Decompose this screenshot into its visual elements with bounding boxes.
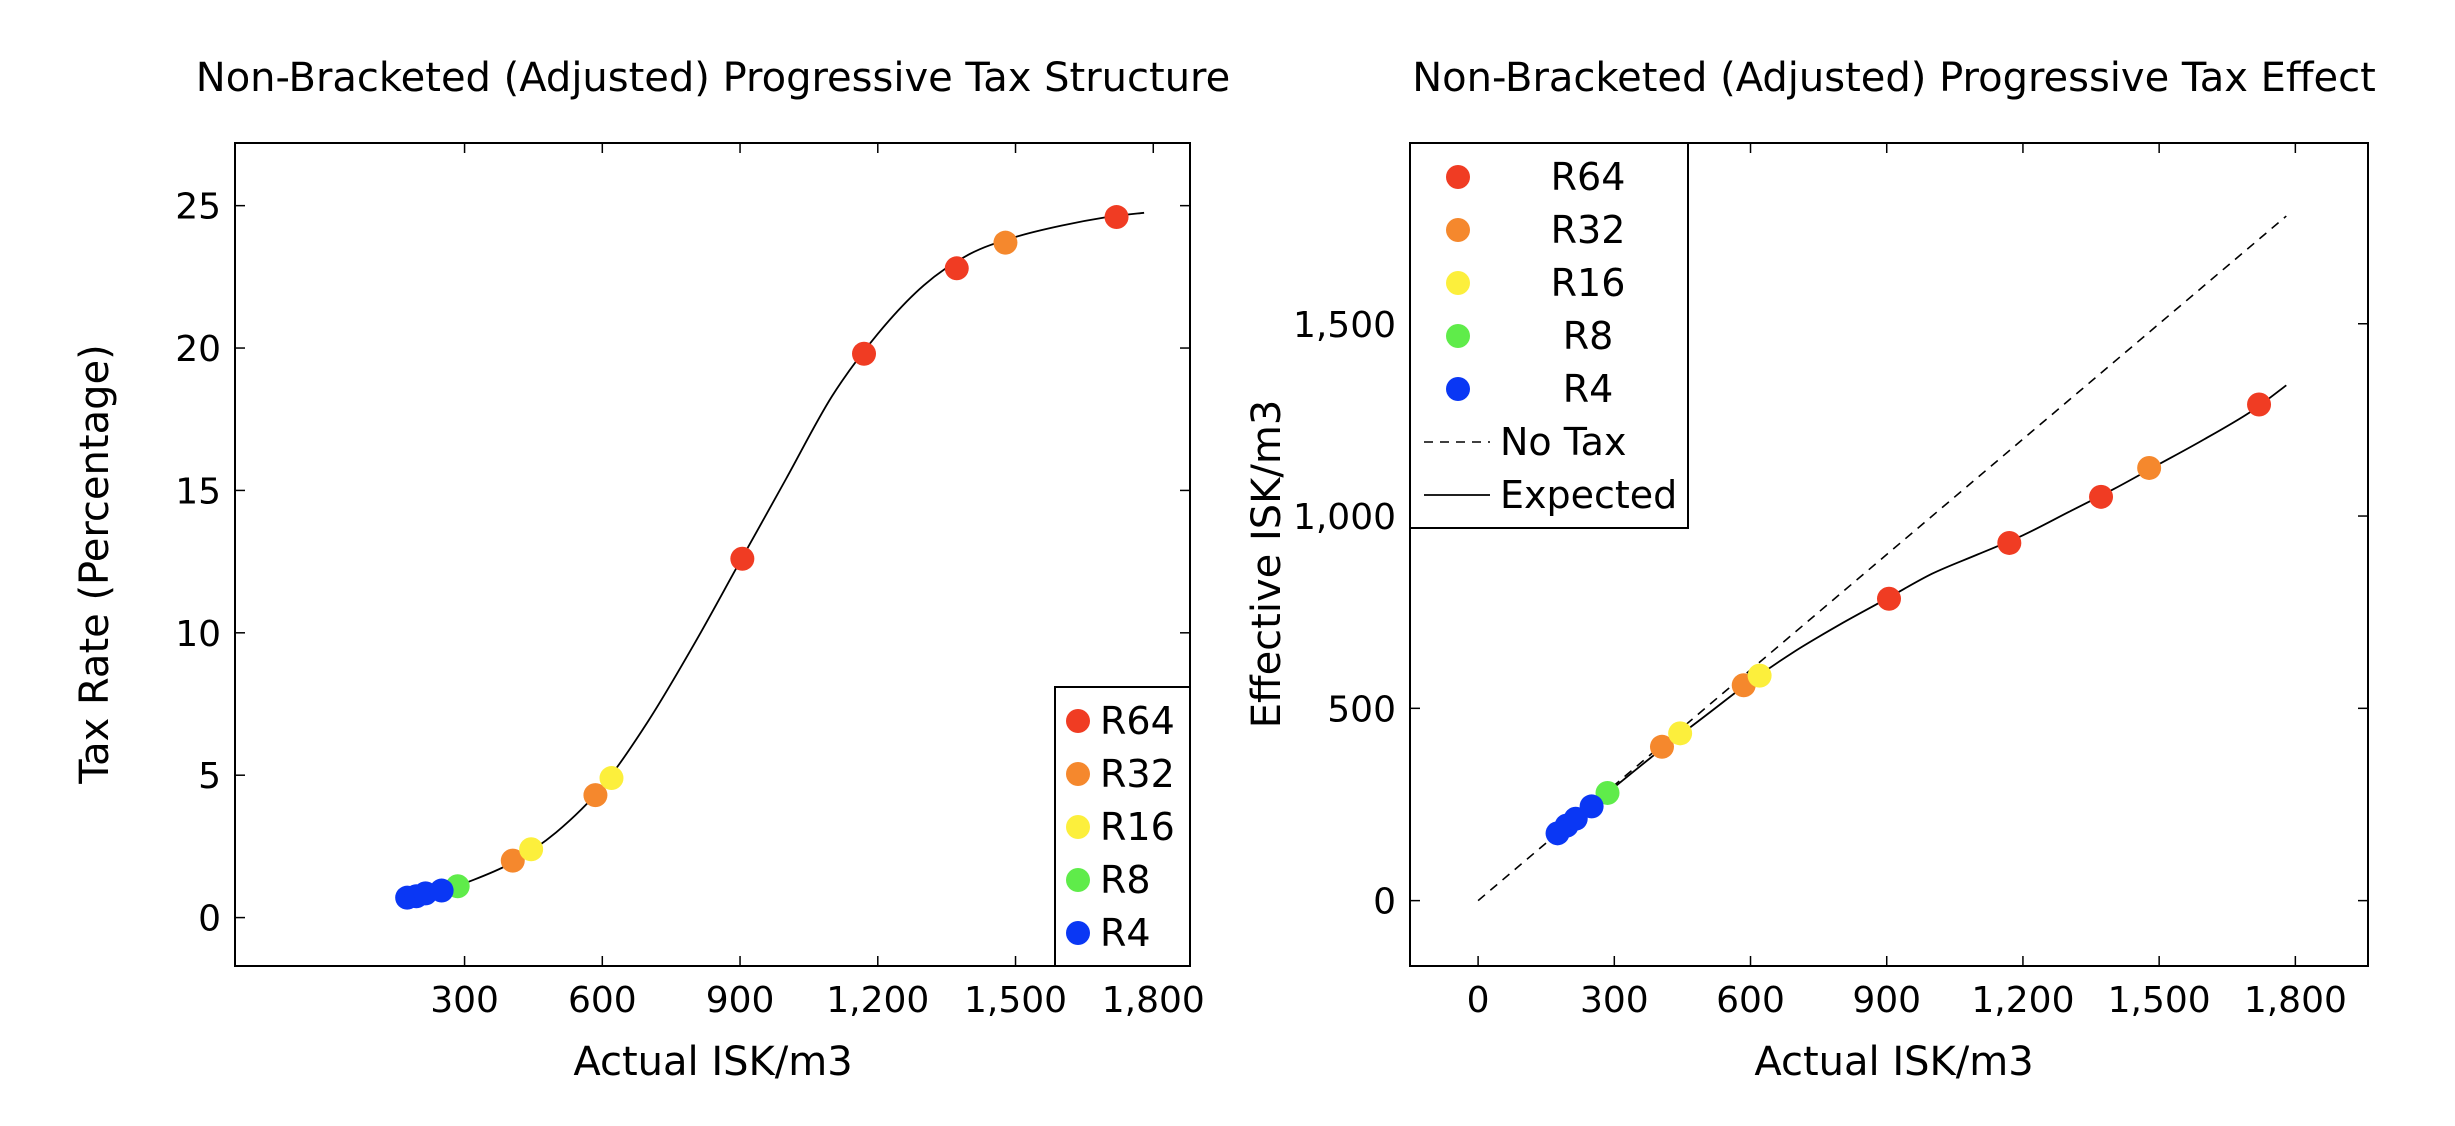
y-axis-label: Effective ISK/m3 — [1244, 400, 1290, 729]
x-tick-label: 900 — [1852, 980, 1921, 1021]
legend-marker — [1066, 709, 1090, 733]
y-axis-label: Tax Rate (Percentage) — [72, 344, 118, 784]
data-point-r32 — [1649, 734, 1674, 759]
plot-frame — [234, 142, 1191, 967]
x-tick-label: 600 — [568, 980, 637, 1021]
legend-label: R64 — [1100, 699, 1175, 743]
data-point-r64 — [730, 546, 755, 571]
y-tick-label: 0 — [1373, 882, 1396, 923]
legend-label: Expected — [1500, 473, 1677, 517]
plot-frame — [1409, 142, 2369, 967]
legend-label: R4 — [1100, 911, 1151, 955]
legend-marker — [1066, 921, 1090, 945]
legend-label: R4 — [1563, 367, 1614, 411]
legend: R64 R32 R16 R8 R4 — [1054, 686, 1191, 967]
x-tick-label: 1,200 — [1971, 980, 2074, 1021]
legend: R64 R32 R16 R8 R4 No Tax Expected — [1409, 142, 1689, 529]
x-tick-label: 0 — [1467, 980, 1490, 1021]
data-point-r64 — [1104, 205, 1129, 230]
plot-area: 300 600 900 1,200 1,500 1,800 0 5 10 15 20 25 R64 R32… — [175, 142, 1205, 1021]
data-point-r16 — [599, 766, 624, 791]
legend-marker — [1446, 218, 1470, 242]
y-tick-label: 1,500 — [1293, 305, 1396, 346]
legend-marker — [1446, 377, 1470, 401]
y-tick-label: 0 — [198, 899, 221, 940]
x-axis-label: Actual ISK/m3 — [1754, 1039, 2033, 1085]
data-point-r8 — [1595, 780, 1620, 805]
data-point-r4 — [1579, 794, 1604, 819]
data-point-r64 — [1997, 530, 2022, 555]
legend-marker — [1066, 868, 1090, 892]
legend-marker — [1446, 324, 1470, 348]
legend-marker — [1446, 165, 1470, 189]
data-point-r16 — [519, 837, 544, 862]
chart-title: Non-Bracketed (Adjusted) Progressive Tax… — [196, 55, 1230, 101]
legend-label: R32 — [1551, 208, 1626, 252]
chart-title: Non-Bracketed (Adjusted) Progressive Tax… — [1412, 55, 2376, 101]
tax-effect-chart: Non-Bracketed (Adjusted) Progressive Tax… — [1244, 55, 2376, 1085]
plot-area: 0 300 600 900 1,200 1,500 1,800 0 500 1,000 1,500 R… — [1293, 142, 2369, 1021]
y-tick-label: 1,000 — [1293, 497, 1396, 538]
legend-label: R64 — [1551, 155, 1626, 199]
data-point-r16 — [1747, 663, 1772, 688]
data-point-r64 — [944, 256, 969, 281]
data-point-r32 — [583, 783, 608, 808]
x-tick-label: 300 — [1580, 980, 1649, 1021]
legend-marker — [1446, 271, 1470, 295]
y-tick-label: 5 — [198, 756, 221, 797]
tax-structure-chart: Non-Bracketed (Adjusted) Progressive Tax… — [72, 55, 1230, 1085]
x-tick-label: 1,800 — [2244, 980, 2347, 1021]
legend-label: No Tax — [1500, 420, 1626, 464]
y-tick-label: 500 — [1327, 689, 1396, 730]
y-tick-label: 15 — [175, 471, 221, 512]
y-tick-label: 20 — [175, 329, 221, 370]
expected-curve — [407, 211, 1145, 899]
legend-label: R16 — [1551, 261, 1626, 305]
x-tick-label: 1,500 — [964, 980, 1067, 1021]
data-point-r64 — [2089, 484, 2114, 509]
x-tick-label: 300 — [430, 980, 499, 1021]
y-tick-label: 10 — [175, 614, 221, 655]
legend-marker — [1066, 815, 1090, 839]
data-point-r32 — [993, 230, 1018, 255]
x-tick-label: 1,500 — [2108, 980, 2211, 1021]
y-tick-label: 25 — [175, 187, 221, 228]
data-point-r64 — [852, 341, 877, 366]
legend-label: R32 — [1100, 752, 1175, 796]
legend-label: R16 — [1100, 805, 1175, 849]
data-point-r16 — [1668, 721, 1693, 746]
data-point-r32 — [2137, 455, 2162, 480]
x-axis-label: Actual ISK/m3 — [573, 1039, 852, 1085]
x-tick-label: 600 — [1716, 980, 1785, 1021]
legend-label: R8 — [1563, 314, 1614, 358]
x-tick-label: 1,800 — [1102, 980, 1205, 1021]
data-point-r64 — [2247, 392, 2272, 417]
x-tick-label: 1,200 — [826, 980, 929, 1021]
data-point-r4 — [429, 878, 454, 903]
legend-marker — [1066, 762, 1090, 786]
legend-label: R8 — [1100, 858, 1151, 902]
data-point-r64 — [1877, 586, 1901, 611]
data-point-r32 — [500, 848, 525, 873]
x-tick-label: 900 — [706, 980, 775, 1021]
